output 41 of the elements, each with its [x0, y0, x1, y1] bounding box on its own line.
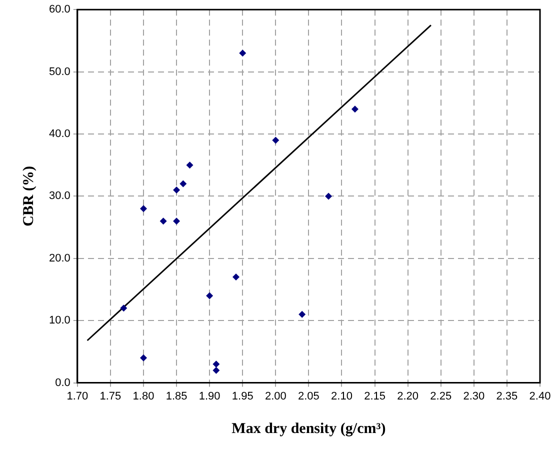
point	[206, 292, 214, 300]
y-axis-title: CBR (%)	[20, 166, 37, 226]
point	[325, 192, 332, 200]
y-tick-label: 50.0	[48, 66, 70, 78]
x-tick-label: 2.00	[264, 390, 286, 402]
point	[298, 310, 306, 318]
x-tick-label: 1.75	[100, 390, 122, 402]
point	[212, 360, 220, 368]
x-axis-title: Max dry density (g/cm³)	[232, 420, 386, 437]
x-tick-label: 2.40	[529, 390, 551, 402]
point	[239, 50, 246, 57]
point	[272, 136, 280, 144]
y-tick-label: 10.0	[48, 314, 70, 327]
x-tick-label: 2.20	[397, 390, 419, 402]
x-tick-label: 2.05	[298, 390, 320, 402]
x-tick-label: 2.15	[364, 390, 386, 402]
point	[351, 106, 358, 113]
x-tick-label: 2.30	[463, 390, 485, 402]
point	[140, 205, 147, 212]
point	[173, 186, 180, 194]
x-tick-label: 2.10	[331, 390, 352, 402]
x-tick-label: 2.25	[430, 390, 452, 402]
y-tick-label: 0.0	[55, 376, 70, 389]
y-tick-label: 40.0	[48, 128, 70, 140]
point	[140, 354, 147, 362]
point	[212, 366, 220, 374]
x-tick-label: 1.80	[132, 390, 154, 402]
point	[180, 180, 187, 188]
x-tick-label: 2.35	[496, 390, 518, 402]
point	[232, 274, 240, 281]
point	[173, 218, 180, 225]
y-tick-label: 60.0	[48, 4, 70, 16]
y-tick-label: 30.0	[48, 190, 70, 202]
point	[120, 304, 128, 312]
x-tick-label: 1.95	[232, 390, 254, 402]
y-tick-label: 20.0	[48, 252, 70, 264]
point	[160, 218, 167, 225]
x-tick-label: 1.85	[166, 390, 188, 402]
point	[186, 162, 194, 169]
x-tick-label: 1.90	[198, 390, 220, 402]
x-tick-label: 1.70	[66, 390, 88, 402]
